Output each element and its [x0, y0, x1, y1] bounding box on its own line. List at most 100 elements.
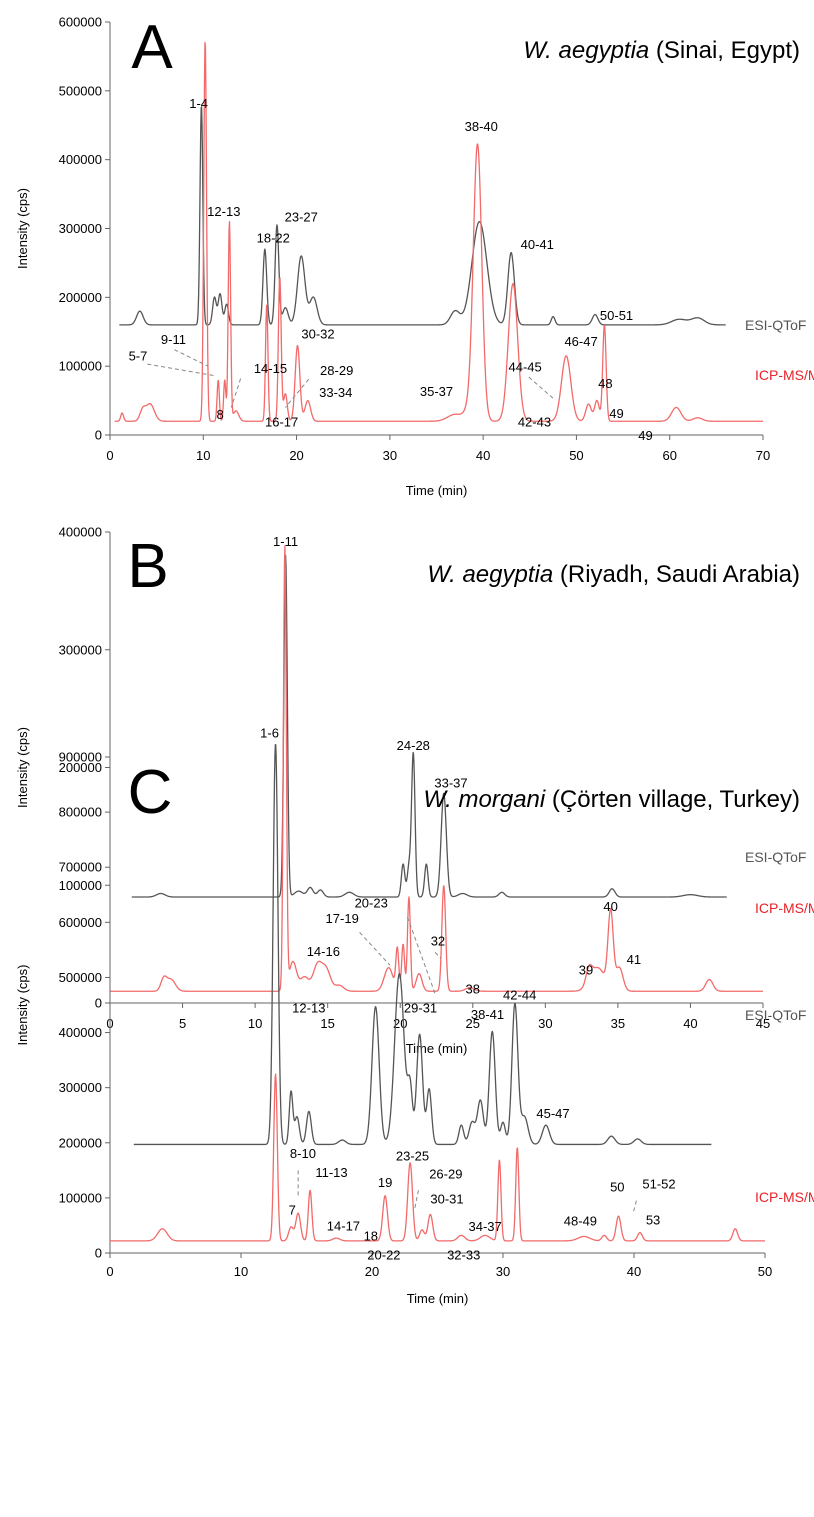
peak-annotation: 32-33 — [447, 1248, 480, 1263]
peak-annotation: 30-32 — [301, 327, 334, 342]
y-tick-label: 600000 — [59, 15, 102, 30]
esi-qtof-label: ESI-QToF — [745, 1007, 806, 1023]
x-tick-label: 0 — [106, 448, 113, 463]
y-tick-label: 0 — [95, 428, 102, 443]
x-tick-label: 0 — [106, 1264, 113, 1279]
peak-annotation: 40-41 — [521, 237, 554, 252]
peak-annotation: 14-15 — [254, 361, 287, 376]
peak-annotation: 14-17 — [327, 1218, 360, 1233]
peak-annotation: 19 — [378, 1175, 392, 1190]
x-tick-label: 5 — [179, 1016, 186, 1031]
x-tick-label: 40 — [683, 1016, 697, 1031]
peak-annotation: 48 — [598, 376, 612, 391]
peak-annotation: 42-44 — [503, 987, 536, 1002]
icp-msms-label: ICP-MS/MS — [755, 900, 814, 916]
peak-annotation: 44-45 — [508, 360, 541, 375]
x-tick-label: 35 — [611, 1016, 625, 1031]
peak-annotation: 8 — [216, 407, 223, 422]
y-tick-label: 100000 — [59, 1190, 102, 1205]
panel-letter: B — [127, 532, 168, 601]
y-axis-title: Intensity (cps) — [15, 727, 30, 808]
panel-a-chromatogram: 0 100000 200000 300000 400000 500000 600000 0 10… — [15, 13, 814, 498]
y-tick-label: 300000 — [59, 642, 102, 657]
panel-b-chromatogram: 0100000200000300000400000051015202530354… — [15, 525, 814, 1057]
icp-msms-label: ICP-MS/MS — [755, 367, 814, 383]
peak-annotation: 48-49 — [564, 1213, 597, 1228]
peak-leader-line — [230, 378, 242, 408]
peak-annotation: 50 — [610, 1179, 624, 1194]
esi-qtof-trace — [119, 106, 726, 326]
y-tick-label: 300000 — [59, 1080, 102, 1095]
peak-leader-line — [434, 952, 442, 959]
peak-annotation: 1-11 — [273, 534, 298, 549]
x-tick-label: 10 — [234, 1264, 248, 1279]
peak-annotation: 20-23 — [355, 896, 388, 911]
peak-annotation: 14-16 — [307, 944, 340, 959]
icp-msms-trace — [114, 41, 764, 422]
peak-leader-line — [174, 349, 209, 367]
peak-annotation: 41 — [627, 952, 641, 967]
esi-qtof-trace — [131, 554, 727, 898]
peak-annotation: 34-37 — [469, 1219, 502, 1234]
icp-msms-trace — [109, 545, 764, 992]
peak-leader-line — [147, 363, 216, 377]
peak-annotation: 38 — [466, 982, 480, 997]
peak-annotation: 51-52 — [642, 1177, 675, 1192]
y-axis-title: Intensity (cps) — [15, 188, 30, 269]
peak-annotation: 50-51 — [600, 308, 633, 323]
panel-title-species: W. morgani — [423, 786, 545, 813]
y-tick-label: 600000 — [59, 915, 102, 930]
peak-annotation: 16-17 — [265, 415, 298, 430]
y-tick-label: 200000 — [59, 1135, 102, 1150]
y-tick-label: 400000 — [59, 1025, 102, 1040]
x-tick-label: 40 — [627, 1264, 641, 1279]
peak-leader-line — [528, 376, 556, 401]
peak-leader-line — [632, 1200, 637, 1215]
panel-letter: A — [131, 13, 173, 82]
x-tick-label: 50 — [569, 448, 583, 463]
peak-annotation: 17-19 — [326, 911, 359, 926]
peak-annotation: 24-28 — [397, 738, 430, 753]
peak-annotation: 30-31 — [430, 1191, 463, 1206]
x-tick-label: 50 — [758, 1264, 772, 1279]
y-tick-label: 900000 — [59, 750, 102, 765]
x-tick-label: 20 — [289, 448, 303, 463]
y-tick-label: 700000 — [59, 860, 102, 875]
esi-qtof-trace — [133, 744, 712, 1146]
peak-annotation: 53 — [646, 1212, 660, 1227]
x-tick-label: 20 — [365, 1264, 379, 1279]
panel-title-origin: (Çörten village, Turkey) — [545, 786, 800, 813]
peak-annotation: 32 — [431, 933, 445, 948]
panel-title: W. aegyptia (Riyadh, Saudi Arabia) — [427, 561, 800, 588]
icp-msms-label: ICP-MS/MS — [755, 1189, 814, 1205]
x-tick-label: 25 — [466, 1016, 480, 1031]
x-tick-label: 30 — [383, 448, 397, 463]
panel-letter: C — [128, 758, 173, 827]
x-tick-label: 10 — [196, 448, 210, 463]
panel-title: W. morgani (Çörten village, Turkey) — [423, 786, 800, 813]
peak-annotation: 28-29 — [320, 363, 353, 378]
esi-qtof-label: ESI-QToF — [745, 849, 806, 865]
peak-annotation: 20-22 — [367, 1248, 400, 1263]
x-tick-label: 15 — [320, 1016, 334, 1031]
peak-leader-line — [359, 932, 391, 966]
peak-leader-line — [414, 1190, 419, 1208]
esi-qtof-label: ESI-QToF — [745, 317, 806, 333]
x-axis-title: Time (min) — [406, 1041, 468, 1056]
peak-annotation: 5-7 — [129, 349, 148, 364]
y-tick-label: 200000 — [59, 760, 102, 775]
peak-annotation: 39 — [579, 963, 593, 978]
panel-c-chromatogram: 0100000200000300000400000500000600000700… — [15, 726, 814, 1306]
y-tick-label: 100000 — [59, 359, 102, 374]
y-tick-label: 400000 — [59, 152, 102, 167]
peak-annotation: 26-29 — [429, 1167, 462, 1182]
peak-annotation: 9-11 — [161, 332, 186, 347]
peak-annotation: 45-47 — [536, 1106, 569, 1121]
peak-annotation: 42-43 — [518, 415, 551, 430]
peak-annotation: 49 — [609, 406, 623, 421]
x-axis-title: Time (min) — [407, 1291, 469, 1306]
peak-annotation: 49 — [638, 428, 652, 443]
peak-annotation: 18-22 — [257, 230, 290, 245]
y-tick-label: 300000 — [59, 221, 102, 236]
y-tick-label: 200000 — [59, 290, 102, 305]
